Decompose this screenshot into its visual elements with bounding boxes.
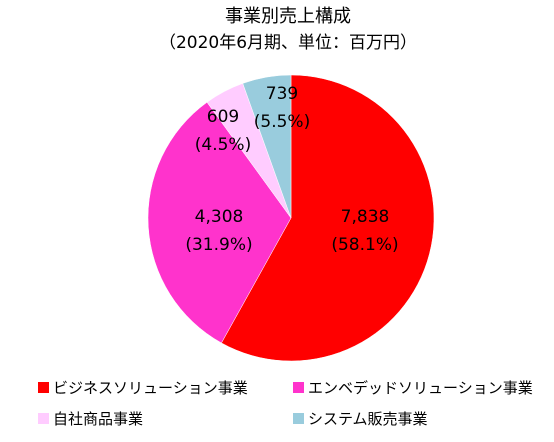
pie-slices	[147, 74, 435, 362]
legend-label: システム販売事業	[308, 410, 428, 428]
legend-label: エンベデッドソリューション事業	[308, 379, 533, 397]
slice-value-label: 739	[266, 84, 298, 104]
slice-percent-label: (31.9%)	[185, 235, 252, 255]
legend-swatch	[38, 382, 49, 393]
pie-slice	[147, 101, 292, 344]
slice-value-label: 609	[207, 107, 239, 127]
legend-swatch	[293, 382, 304, 393]
legend-item: ビジネスソリューション事業	[38, 379, 248, 397]
slice-value-label: 4,308	[195, 207, 244, 227]
slice-percent-label: (5.5%)	[254, 112, 310, 132]
slice-percent-label: (4.5%)	[195, 135, 251, 155]
legend-item: エンベデッドソリューション事業	[293, 379, 533, 397]
slice-percent-label: (58.1%)	[331, 235, 398, 255]
legend-item: 自社商品事業	[38, 410, 143, 428]
legend-label: 自社商品事業	[53, 410, 143, 428]
chart-subtitle: （2020年6月期、単位：百万円）	[159, 33, 417, 53]
legend-label: ビジネスソリューション事業	[53, 379, 248, 397]
legend-item: システム販売事業	[293, 410, 428, 428]
slice-labels: 7,838 (58.1%) 4,308 (31.9%) 609 (4.5%) 739 (5.5…	[185, 84, 398, 255]
legend-swatch	[38, 413, 49, 424]
legend-swatch	[293, 413, 304, 424]
pie-slice	[242, 74, 292, 219]
slice-value-label: 7,838	[341, 207, 390, 227]
pie-slice	[221, 74, 435, 362]
chart-title: 事業別売上構成	[225, 6, 351, 27]
